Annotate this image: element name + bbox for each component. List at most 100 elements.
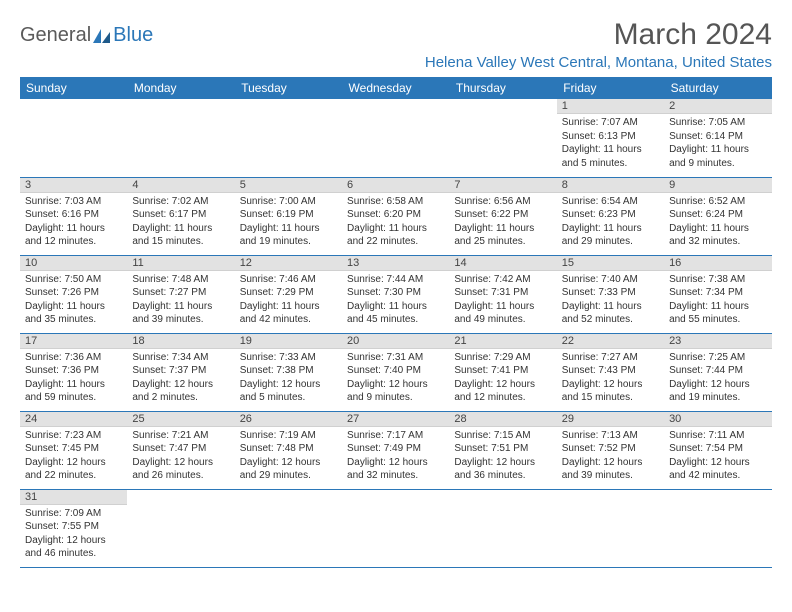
day-cell: 27Sunrise: 7:17 AMSunset: 7:49 PMDayligh… [342,411,449,489]
day-details: Sunrise: 7:19 AMSunset: 7:48 PMDaylight:… [235,427,342,486]
day-number: 3 [20,178,127,193]
logo-text-blue: Blue [113,24,153,47]
sunset-line: Sunset: 6:24 PM [669,208,766,222]
sunset-line: Sunset: 6:19 PM [240,208,337,222]
day-number: 10 [20,256,127,271]
sunset-line: Sunset: 7:55 PM [25,520,122,534]
sunset-line: Sunset: 6:16 PM [25,208,122,222]
sunset-line: Sunset: 7:29 PM [240,286,337,300]
day-cell [664,489,771,567]
sunrise-line: Sunrise: 7:03 AM [25,195,122,209]
daylight-line: Daylight: 12 hours and 39 minutes. [562,456,659,483]
daylight-line: Daylight: 12 hours and 9 minutes. [347,378,444,405]
daylight-line: Daylight: 12 hours and 46 minutes. [25,534,122,561]
week-row: 3Sunrise: 7:03 AMSunset: 6:16 PMDaylight… [20,177,772,255]
day-cell [20,99,127,177]
sunset-line: Sunset: 7:38 PM [240,364,337,378]
sunrise-line: Sunrise: 6:54 AM [562,195,659,209]
sunset-line: Sunset: 7:41 PM [454,364,551,378]
location-subtitle: Helena Valley West Central, Montana, Uni… [425,54,772,71]
page-header: General Blue March 2024 Helena Valley We… [20,18,772,71]
day-details: Sunrise: 7:34 AMSunset: 7:37 PMDaylight:… [127,349,234,408]
sunrise-line: Sunrise: 7:15 AM [454,429,551,443]
day-number: 1 [557,99,664,114]
day-cell: 21Sunrise: 7:29 AMSunset: 7:41 PMDayligh… [449,333,556,411]
day-cell: 7Sunrise: 6:56 AMSunset: 6:22 PMDaylight… [449,177,556,255]
sunrise-line: Sunrise: 7:29 AM [454,351,551,365]
day-details: Sunrise: 7:31 AMSunset: 7:40 PMDaylight:… [342,349,449,408]
day-number: 16 [664,256,771,271]
day-details: Sunrise: 6:58 AMSunset: 6:20 PMDaylight:… [342,193,449,252]
sunrise-line: Sunrise: 7:02 AM [132,195,229,209]
day-cell: 22Sunrise: 7:27 AMSunset: 7:43 PMDayligh… [557,333,664,411]
logo: General Blue [20,24,153,47]
day-details: Sunrise: 7:50 AMSunset: 7:26 PMDaylight:… [20,271,127,330]
day-number: 20 [342,334,449,349]
day-details: Sunrise: 7:36 AMSunset: 7:36 PMDaylight:… [20,349,127,408]
daylight-line: Daylight: 11 hours and 32 minutes. [669,222,766,249]
day-cell: 12Sunrise: 7:46 AMSunset: 7:29 PMDayligh… [235,255,342,333]
day-cell: 29Sunrise: 7:13 AMSunset: 7:52 PMDayligh… [557,411,664,489]
day-cell: 23Sunrise: 7:25 AMSunset: 7:44 PMDayligh… [664,333,771,411]
sunrise-line: Sunrise: 7:23 AM [25,429,122,443]
week-row: 31Sunrise: 7:09 AMSunset: 7:55 PMDayligh… [20,489,772,567]
month-title: March 2024 [425,18,772,52]
day-cell: 8Sunrise: 6:54 AMSunset: 6:23 PMDaylight… [557,177,664,255]
day-number: 14 [449,256,556,271]
sunrise-line: Sunrise: 7:34 AM [132,351,229,365]
day-cell: 20Sunrise: 7:31 AMSunset: 7:40 PMDayligh… [342,333,449,411]
day-details: Sunrise: 7:07 AMSunset: 6:13 PMDaylight:… [557,114,664,173]
daylight-line: Daylight: 12 hours and 2 minutes. [132,378,229,405]
day-cell: 3Sunrise: 7:03 AMSunset: 6:16 PMDaylight… [20,177,127,255]
sunset-line: Sunset: 7:48 PM [240,442,337,456]
day-number: 5 [235,178,342,193]
day-number: 9 [664,178,771,193]
sunset-line: Sunset: 7:52 PM [562,442,659,456]
daylight-line: Daylight: 12 hours and 12 minutes. [454,378,551,405]
day-header: Monday [127,77,234,99]
sunrise-line: Sunrise: 7:46 AM [240,273,337,287]
sunrise-line: Sunrise: 7:40 AM [562,273,659,287]
day-header: Wednesday [342,77,449,99]
day-header: Friday [557,77,664,99]
day-cell: 24Sunrise: 7:23 AMSunset: 7:45 PMDayligh… [20,411,127,489]
sunrise-line: Sunrise: 6:52 AM [669,195,766,209]
sunrise-line: Sunrise: 7:44 AM [347,273,444,287]
day-details: Sunrise: 6:56 AMSunset: 6:22 PMDaylight:… [449,193,556,252]
sunset-line: Sunset: 6:22 PM [454,208,551,222]
day-details: Sunrise: 7:46 AMSunset: 7:29 PMDaylight:… [235,271,342,330]
day-details: Sunrise: 7:25 AMSunset: 7:44 PMDaylight:… [664,349,771,408]
day-cell: 9Sunrise: 6:52 AMSunset: 6:24 PMDaylight… [664,177,771,255]
calendar-table: Sunday Monday Tuesday Wednesday Thursday… [20,77,772,568]
day-header-row: Sunday Monday Tuesday Wednesday Thursday… [20,77,772,99]
sunrise-line: Sunrise: 7:38 AM [669,273,766,287]
sunrise-line: Sunrise: 7:27 AM [562,351,659,365]
daylight-line: Daylight: 11 hours and 35 minutes. [25,300,122,327]
day-details: Sunrise: 6:52 AMSunset: 6:24 PMDaylight:… [664,193,771,252]
day-details: Sunrise: 7:00 AMSunset: 6:19 PMDaylight:… [235,193,342,252]
day-header: Sunday [20,77,127,99]
day-cell: 16Sunrise: 7:38 AMSunset: 7:34 PMDayligh… [664,255,771,333]
sunrise-line: Sunrise: 6:58 AM [347,195,444,209]
daylight-line: Daylight: 12 hours and 29 minutes. [240,456,337,483]
title-block: March 2024 Helena Valley West Central, M… [425,18,772,71]
daylight-line: Daylight: 12 hours and 19 minutes. [669,378,766,405]
day-details: Sunrise: 7:33 AMSunset: 7:38 PMDaylight:… [235,349,342,408]
day-cell: 30Sunrise: 7:11 AMSunset: 7:54 PMDayligh… [664,411,771,489]
day-cell: 26Sunrise: 7:19 AMSunset: 7:48 PMDayligh… [235,411,342,489]
day-details: Sunrise: 7:27 AMSunset: 7:43 PMDaylight:… [557,349,664,408]
sunset-line: Sunset: 6:13 PM [562,130,659,144]
logo-sail-icon [93,29,111,43]
sunset-line: Sunset: 7:37 PM [132,364,229,378]
day-number: 26 [235,412,342,427]
sunrise-line: Sunrise: 7:11 AM [669,429,766,443]
day-details: Sunrise: 7:03 AMSunset: 6:16 PMDaylight:… [20,193,127,252]
day-cell: 1Sunrise: 7:07 AMSunset: 6:13 PMDaylight… [557,99,664,177]
day-cell: 6Sunrise: 6:58 AMSunset: 6:20 PMDaylight… [342,177,449,255]
day-number: 24 [20,412,127,427]
day-details: Sunrise: 7:42 AMSunset: 7:31 PMDaylight:… [449,271,556,330]
day-details: Sunrise: 7:09 AMSunset: 7:55 PMDaylight:… [20,505,127,564]
day-details: Sunrise: 7:17 AMSunset: 7:49 PMDaylight:… [342,427,449,486]
day-number: 18 [127,334,234,349]
sunset-line: Sunset: 7:34 PM [669,286,766,300]
